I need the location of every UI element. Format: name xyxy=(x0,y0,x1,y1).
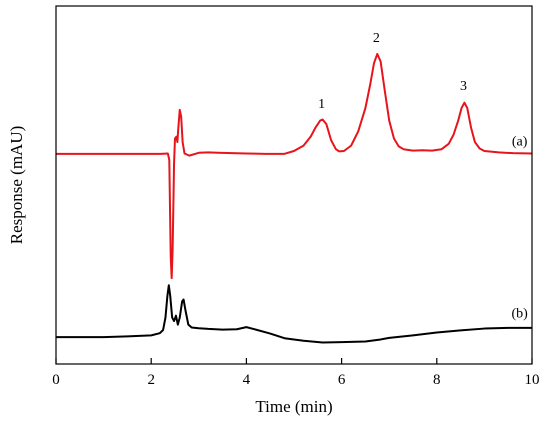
x-tick-label: 4 xyxy=(243,372,251,388)
x-axis-ticks: 0 2 4 6 8 10 xyxy=(52,358,540,388)
trace-label: (a) xyxy=(512,135,528,150)
peak-label: 2 xyxy=(373,31,380,46)
trace-label: (b) xyxy=(511,306,528,321)
peak-label: 1 xyxy=(318,97,325,112)
x-tick-label: 8 xyxy=(433,372,441,388)
trace-layer xyxy=(56,52,533,344)
x-tick-label: 10 xyxy=(525,372,540,388)
y-axis-title: Response (mAU) xyxy=(7,126,26,245)
x-tick-label: 6 xyxy=(338,372,346,388)
peak-label: 3 xyxy=(460,79,467,94)
annotation-layer: 1 2 3 (a) (b) xyxy=(318,31,528,322)
x-tick-label: 0 xyxy=(52,372,60,388)
x-axis-title: Time (min) xyxy=(255,397,332,416)
x-tick-label: 2 xyxy=(147,372,155,388)
series-line-b xyxy=(56,284,532,344)
series-line-a xyxy=(56,52,533,280)
plot-frame xyxy=(55,5,533,365)
